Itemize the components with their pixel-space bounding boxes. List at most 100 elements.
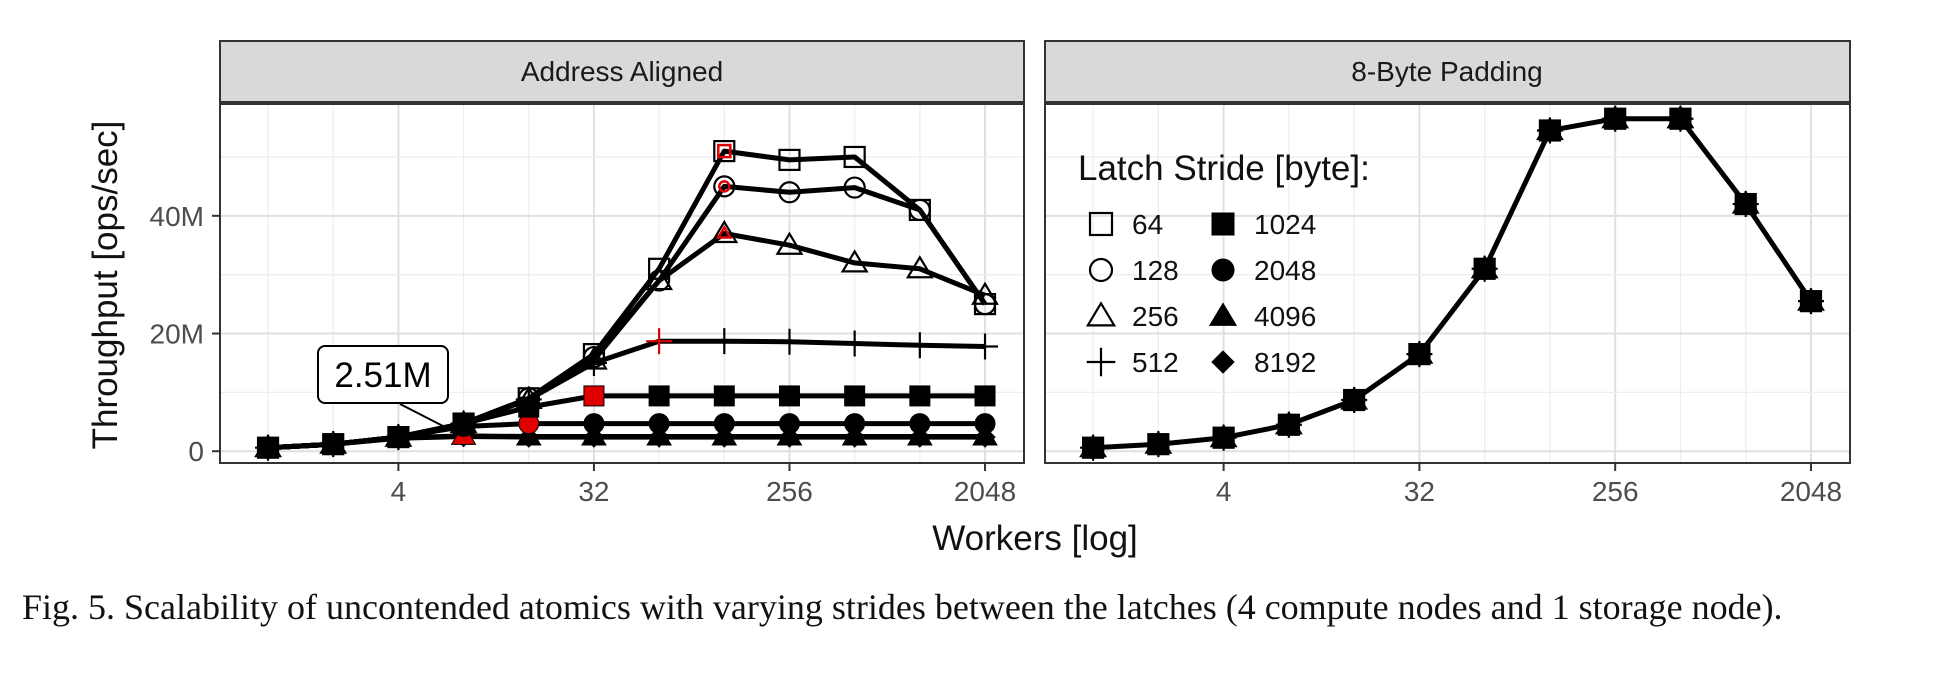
data-point-stride-64 bbox=[256, 436, 280, 459]
data-point-stride-256 bbox=[905, 255, 934, 279]
data-point-overlaid bbox=[1147, 433, 1170, 455]
panel-8-byte-padding: 8-Byte Padding Latch Stride [byte]: 64 10… bbox=[1044, 40, 1851, 464]
data-point-stride-256 bbox=[254, 434, 282, 458]
panel-1-plot-bg bbox=[220, 104, 1024, 463]
data-point-stride-2048 bbox=[648, 413, 670, 435]
data-point-overlaid bbox=[1669, 108, 1692, 130]
data-point-stride-1024 bbox=[974, 385, 996, 407]
highlight-mark bbox=[717, 143, 732, 159]
data-point-stride-128 bbox=[778, 181, 801, 204]
data-point-stride-64 bbox=[778, 148, 801, 172]
data-point-stride-1024 bbox=[778, 385, 800, 407]
data-point-overlaid bbox=[1604, 108, 1626, 130]
legend-key-2048 bbox=[1211, 258, 1235, 282]
data-point-stride-512 bbox=[841, 330, 868, 357]
panel-2-plot-border bbox=[1044, 103, 1851, 464]
data-point-stride-256 bbox=[384, 423, 413, 447]
data-point-stride-256 bbox=[840, 249, 869, 273]
data-point-overlaid bbox=[1082, 436, 1104, 459]
legend-label-2048: 2048 bbox=[1254, 255, 1316, 286]
data-point-stride-256 bbox=[449, 409, 478, 434]
data-point-stride-64 bbox=[843, 145, 866, 169]
y-tick-label: 0 bbox=[188, 436, 204, 467]
data-point-stride-1024 bbox=[583, 385, 605, 407]
legend-key-512 bbox=[1086, 347, 1116, 377]
data-point-stride-512 bbox=[646, 328, 673, 355]
data-point-stride-1024 bbox=[844, 385, 866, 407]
data-point-stride-4096 bbox=[906, 424, 933, 446]
data-point-stride-1024 bbox=[909, 385, 931, 407]
data-point-stride-256 bbox=[319, 430, 348, 454]
data-point-stride-512 bbox=[711, 328, 738, 355]
data-point-stride-512 bbox=[906, 332, 933, 359]
annotation-box bbox=[317, 345, 449, 404]
data-point-stride-4096 bbox=[646, 424, 673, 446]
data-point-stride-128 bbox=[713, 175, 736, 198]
data-point-overlaid bbox=[1735, 193, 1757, 215]
data-point-overlaid bbox=[1343, 389, 1365, 411]
data-point-stride-2048 bbox=[713, 413, 735, 435]
legend-key-256 bbox=[1085, 301, 1117, 327]
data-point-stride-512 bbox=[776, 328, 803, 355]
data-point-overlaid bbox=[1278, 414, 1300, 436]
annotation-text: 2.51M bbox=[334, 356, 431, 395]
panel-2-title: 8-Byte Padding bbox=[1351, 56, 1542, 87]
data-point-overlaid bbox=[1539, 119, 1561, 142]
data-point-stride-64 bbox=[517, 387, 540, 410]
data-point-stride-4096 bbox=[841, 424, 868, 446]
data-point-stride-4096 bbox=[972, 424, 998, 446]
legend-label-1024: 1024 bbox=[1254, 209, 1316, 240]
panel-1-annotation: 2.51M bbox=[317, 345, 461, 436]
legend-key-64 bbox=[1088, 211, 1114, 237]
legend-label-128: 128 bbox=[1132, 255, 1179, 286]
panel-address-aligned: Address Aligned 2.51M bbox=[219, 40, 1025, 464]
panel-1-series bbox=[254, 139, 999, 461]
data-point-stride-256 bbox=[775, 231, 804, 255]
data-point-stride-2048 bbox=[583, 413, 605, 435]
x-tick-label: 32 bbox=[578, 476, 609, 507]
x-axis-label: Workers [log] bbox=[932, 519, 1138, 558]
legend-key-128 bbox=[1088, 257, 1114, 283]
legend-key-8192 bbox=[1211, 350, 1235, 374]
x-tick-label: 4 bbox=[1216, 476, 1232, 507]
data-point-stride-64 bbox=[973, 292, 997, 316]
highlight-mark bbox=[716, 225, 733, 239]
panel-2-series bbox=[1079, 105, 1825, 461]
panel-1-plot-border bbox=[219, 103, 1025, 464]
data-point-stride-4096 bbox=[711, 424, 738, 446]
data-point-overlaid bbox=[1212, 426, 1235, 449]
legend-label-4096: 4096 bbox=[1254, 301, 1316, 332]
legend-key-4096 bbox=[1208, 302, 1238, 326]
data-point-stride-128 bbox=[648, 269, 671, 292]
figure-chart: Address Aligned 2.51M 8-Byte Padding Lat… bbox=[86, 40, 1851, 558]
x-tick-label: 32 bbox=[1404, 476, 1435, 507]
x-tick-label: 2048 bbox=[1780, 476, 1842, 507]
y-axis-label: Throughput [ops/sec] bbox=[86, 121, 125, 450]
y-tick-label: 40M bbox=[150, 201, 204, 232]
data-point-stride-64 bbox=[387, 426, 410, 449]
data-point-stride-64 bbox=[648, 257, 671, 280]
y-tick-label: 20M bbox=[150, 319, 204, 350]
data-point-stride-4096 bbox=[776, 424, 803, 446]
data-point-stride-64 bbox=[582, 343, 606, 366]
legend-label-256: 256 bbox=[1132, 301, 1179, 332]
x-axis: 4 32 256 2048 4 32 256 2048 bbox=[391, 463, 1842, 507]
panel-2-grid bbox=[1045, 104, 1850, 463]
data-point-stride-2048 bbox=[974, 413, 996, 435]
legend-title: Latch Stride [byte]: bbox=[1078, 149, 1370, 188]
data-point-overlaid bbox=[1473, 258, 1496, 280]
data-point-stride-2048 bbox=[844, 413, 866, 435]
data-point-stride-1024 bbox=[648, 385, 670, 407]
panel-1-strip bbox=[219, 40, 1025, 103]
data-point-stride-1024 bbox=[713, 385, 735, 407]
x-tick-label: 256 bbox=[1592, 476, 1639, 507]
data-point-stride-64 bbox=[713, 139, 736, 163]
data-point-stride-2048 bbox=[778, 413, 800, 435]
highlight-mark bbox=[718, 180, 731, 193]
data-point-stride-4096 bbox=[515, 424, 542, 446]
figure-caption: Fig. 5. Scalability of uncontended atomi… bbox=[22, 587, 1783, 627]
data-point-overlaid bbox=[1800, 290, 1822, 312]
x-tick-label: 256 bbox=[766, 476, 813, 507]
data-point-stride-256 bbox=[710, 219, 739, 244]
x-tick-label: 2048 bbox=[954, 476, 1016, 507]
